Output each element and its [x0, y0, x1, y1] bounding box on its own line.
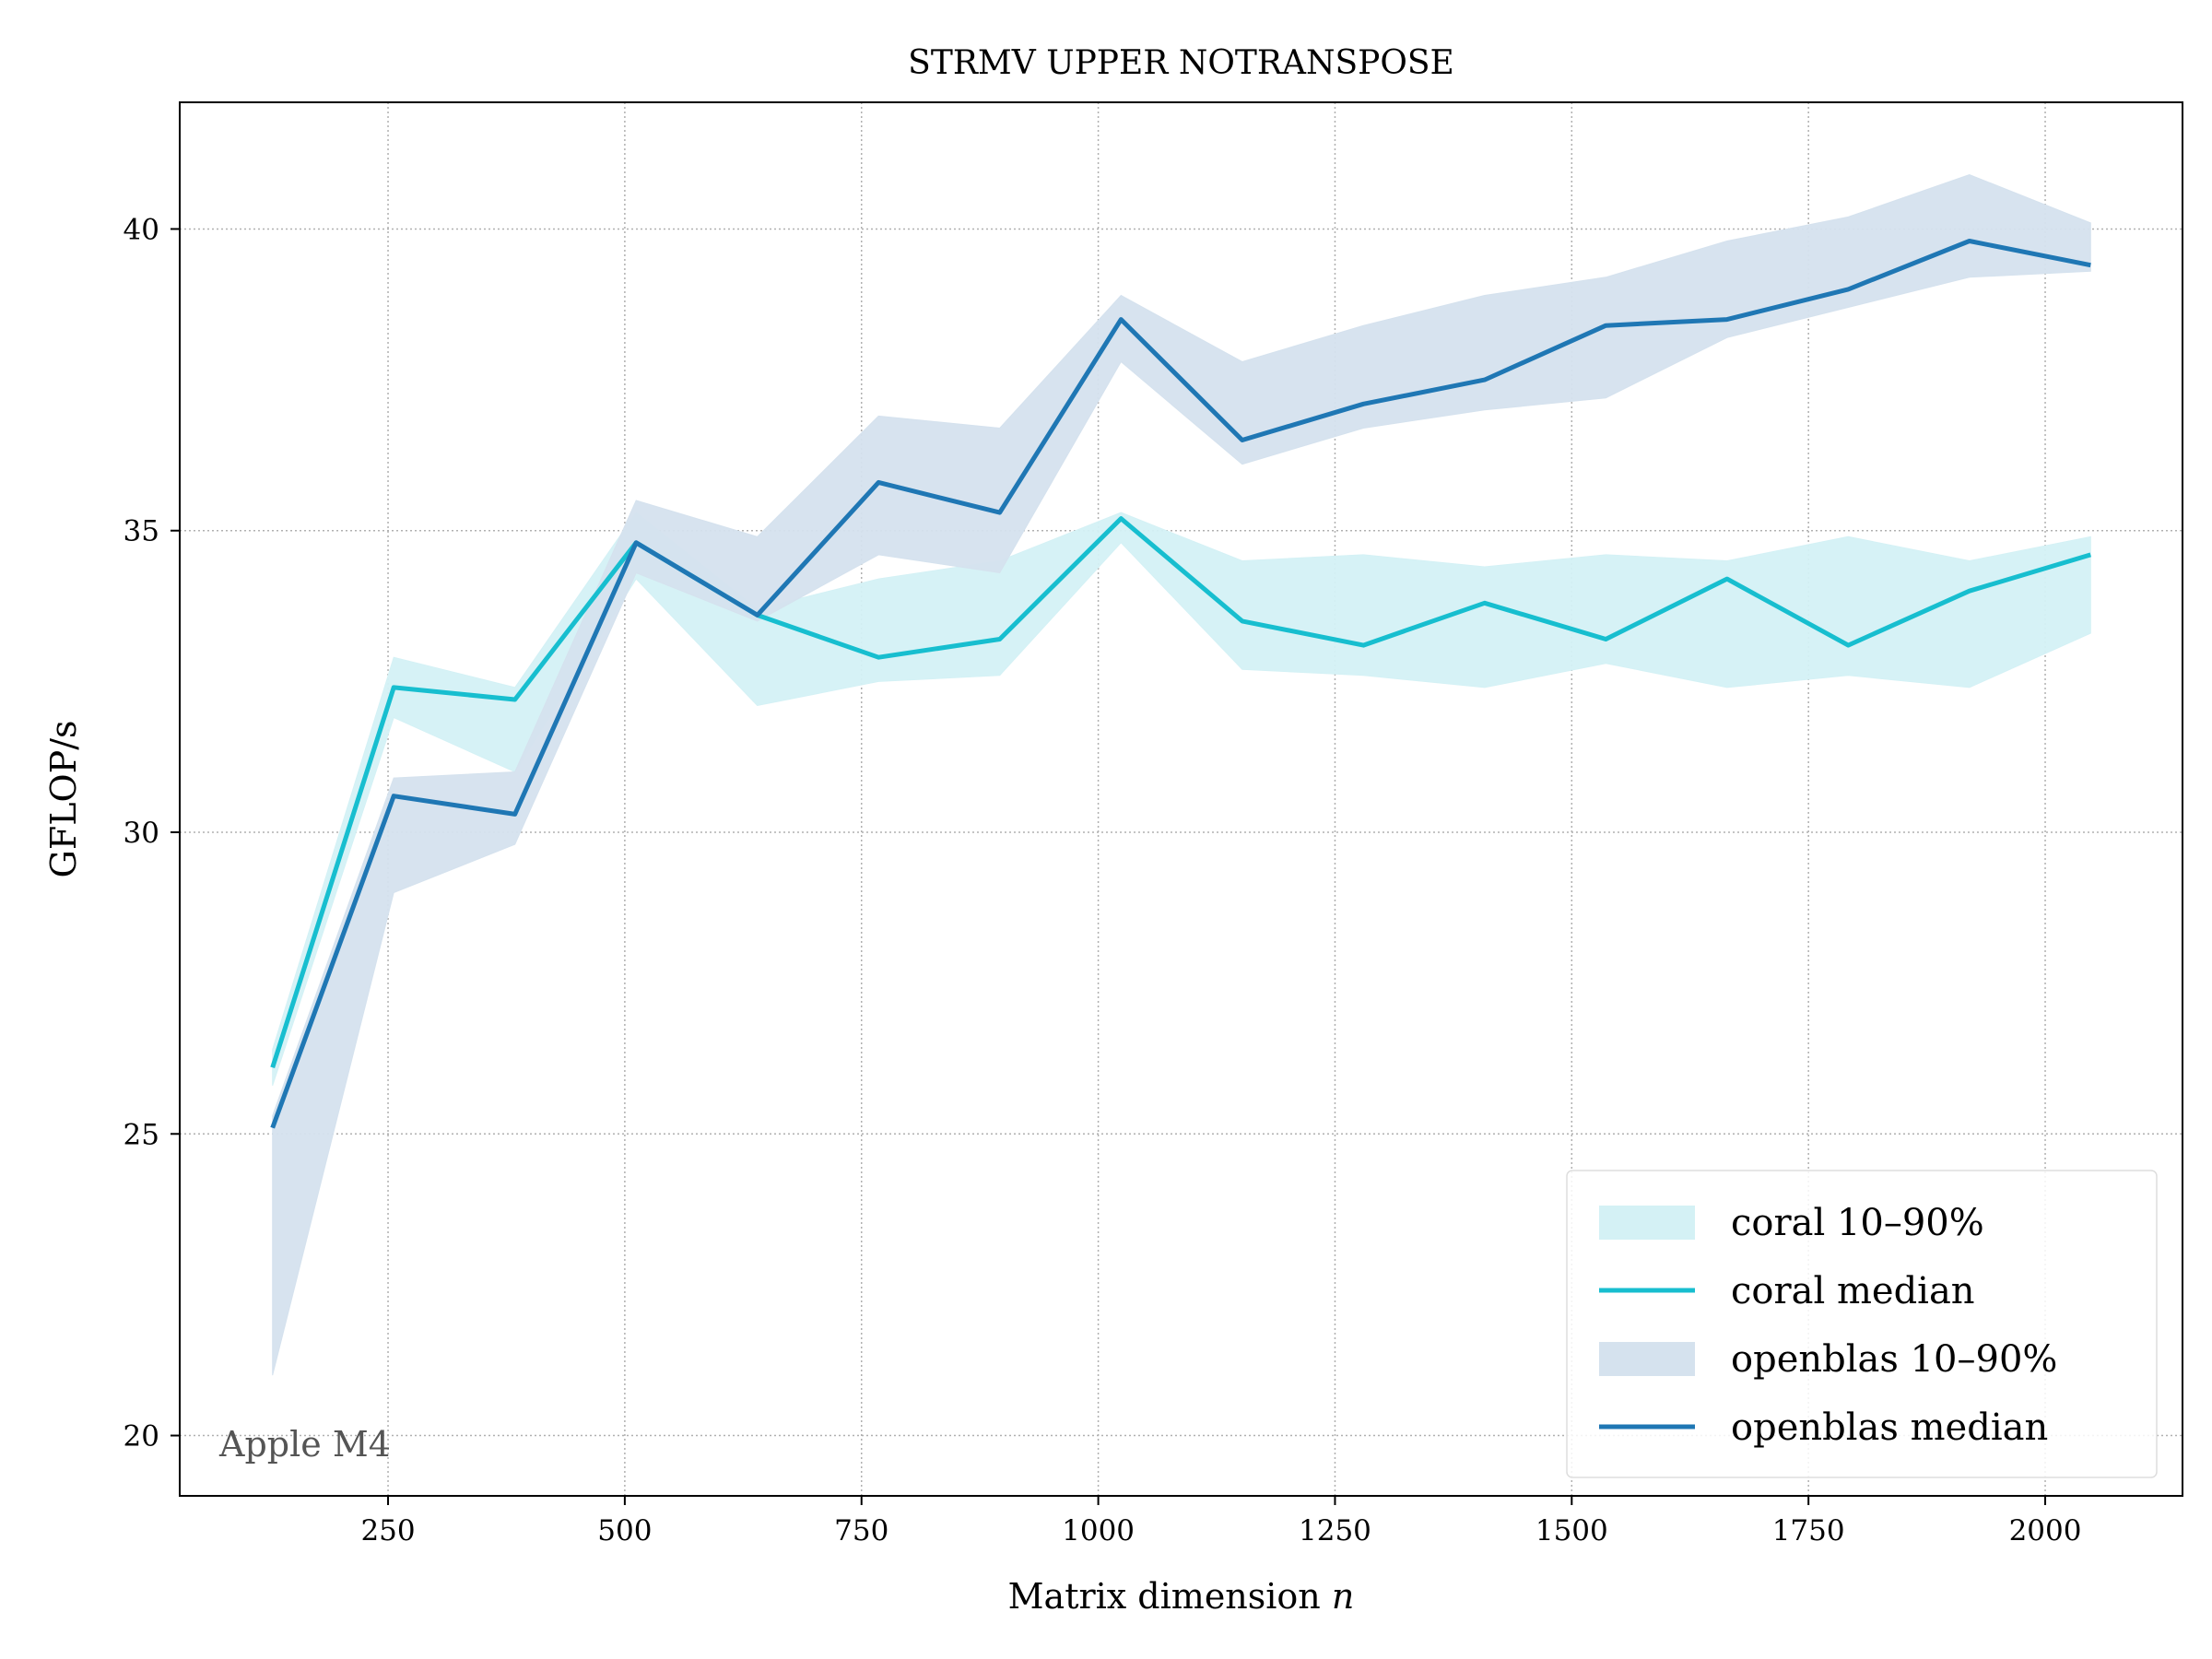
coral-band: [272, 512, 2091, 1087]
x-tick-label: 500: [597, 1514, 652, 1547]
y-tick-label: 30: [124, 817, 159, 850]
x-axis-label-text: Matrix dimension: [1008, 1576, 1332, 1617]
openblas-band: [272, 173, 2091, 1376]
legend-label-coral-band: coral 10–90%: [1731, 1202, 1984, 1244]
legend-label-openblas-band: openblas 10–90%: [1731, 1338, 2057, 1381]
x-tick-label: 1500: [1535, 1514, 1608, 1547]
x-tick-label: 1000: [1062, 1514, 1135, 1547]
y-axis-label: GFLOP/s: [43, 721, 84, 878]
y-tick-label: 20: [124, 1420, 159, 1453]
y-tick-label: 25: [124, 1118, 159, 1151]
legend-label-openblas-median: openblas median: [1731, 1406, 2048, 1449]
device-annotation: Apple M4: [218, 1424, 391, 1465]
x-tick-label: 1750: [1772, 1514, 1845, 1547]
plot-area-frame: [179, 101, 2183, 1497]
legend-swatch-coral-band: [1599, 1206, 1695, 1240]
bands: [272, 173, 2091, 1376]
x-axis-label: Matrix dimension n: [1008, 1576, 1355, 1617]
median-lines: [270, 239, 2092, 1129]
openblas-median-line: [270, 239, 2091, 1129]
y-tick-label: 40: [124, 213, 159, 246]
chart-title: STRMV UPPER NOTRANSPOSE: [908, 44, 1454, 82]
x-tick-label: 750: [834, 1514, 888, 1547]
x-tick-label: 250: [360, 1514, 415, 1547]
grid: [180, 102, 2183, 1496]
legend: coral 10–90% coral median openblas 10–90…: [1566, 1170, 2158, 1478]
legend-swatch-openblas-band: [1599, 1342, 1695, 1376]
x-axis-label-variable: n: [1332, 1576, 1354, 1617]
axis-ticks: 250 500 750 1000 1250 1500 1750 2000 20 25 30 35 40: [124, 213, 2082, 1547]
legend-label-coral-median: coral median: [1731, 1270, 1975, 1312]
x-tick-label: 2000: [2009, 1514, 2082, 1547]
y-tick-label: 35: [124, 515, 159, 548]
x-tick-label: 1250: [1299, 1514, 1371, 1547]
coral-median-line: [270, 516, 2092, 1069]
legend-box: [1566, 1170, 2158, 1478]
